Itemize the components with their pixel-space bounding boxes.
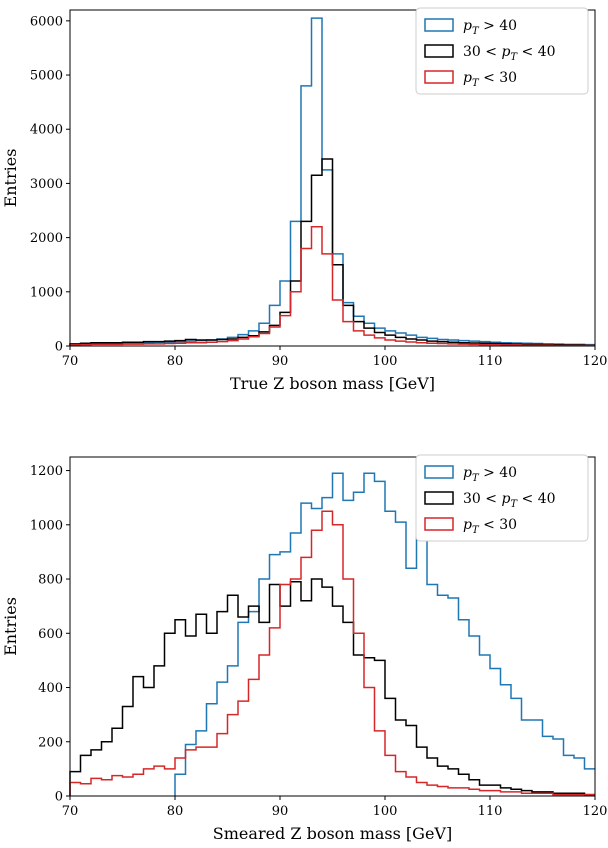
x-tick-label: 70: [62, 804, 79, 819]
y-tick-label: 4000: [30, 123, 63, 138]
legend-entry: pT > 40: [463, 18, 517, 37]
series-3-step: [69, 226, 595, 347]
legend-swatch: [424, 18, 454, 32]
legend-swatch: [424, 517, 454, 531]
x-axis-label: True Z boson mass [GeV]: [230, 374, 435, 393]
legend-box: [415, 454, 589, 542]
legend: pT > 40 30 < pT < 40 pT < 30: [415, 454, 589, 542]
x-tick-label: 110: [478, 354, 503, 369]
y-tick-label: 1000: [30, 518, 63, 533]
x-tick-label: 80: [167, 354, 184, 369]
legend-entry: 30 < pT < 40: [463, 491, 556, 510]
x-axis-label: Smeared Z boson mass [GeV]: [213, 824, 452, 843]
y-tick-label: 600: [38, 627, 63, 642]
chart-1: 70 80 90 100 110 120 0 1000 2000 3000 4000 5000 6000…: [1, 7, 608, 393]
legend-entry: pT > 40: [463, 465, 517, 484]
chart-2: 70 80 90 100 110 120020040060080010001200Smea…: [1, 454, 608, 843]
legend-swatch: [424, 491, 454, 505]
series-2-step: [69, 578, 595, 796]
x-tick-label: 120: [583, 354, 608, 369]
y-tick-label: 5000: [30, 69, 63, 84]
x-tick-label: 70: [62, 354, 79, 369]
y-tick-label: 6000: [30, 14, 63, 29]
legend: pT > 40 30 < pT < 40 pT < 30: [415, 7, 589, 95]
y-tick-label: 0: [55, 340, 63, 355]
legend-swatch: [424, 465, 454, 479]
y-axis-label: Entries: [1, 597, 20, 656]
legend-entry: 30 < pT < 40: [463, 44, 556, 63]
y-tick-label: 400: [38, 681, 63, 696]
y-tick-label: 3000: [30, 177, 63, 192]
legend-swatch: [424, 44, 454, 58]
plot-frame: [69, 456, 596, 797]
x-tick-label: 120: [583, 804, 608, 819]
x-tick-label: 90: [272, 804, 289, 819]
y-tick-label: 0: [55, 790, 63, 805]
series-3-step: [69, 510, 595, 796]
legend-entry: pT < 30: [463, 517, 517, 536]
legend-entry: pT < 30: [463, 70, 517, 89]
y-tick-label: 1000: [30, 285, 63, 300]
plot-frame: [69, 9, 596, 347]
y-tick-label: 1200: [30, 464, 63, 479]
x-tick-label: 110: [478, 804, 503, 819]
legend-box: [415, 7, 589, 95]
x-tick-label: 100: [373, 804, 398, 819]
y-tick-label: 800: [38, 573, 63, 588]
x-tick-label: 90: [272, 354, 289, 369]
legend-swatch: [424, 70, 454, 84]
series-2-step: [69, 158, 595, 346]
x-tick-label: 100: [373, 354, 398, 369]
y-tick-label: 2000: [30, 231, 63, 246]
y-axis-label: Entries: [1, 149, 20, 208]
series-1-step: [174, 472, 595, 796]
x-tick-label: 80: [167, 804, 184, 819]
y-tick-label: 200: [38, 735, 63, 750]
